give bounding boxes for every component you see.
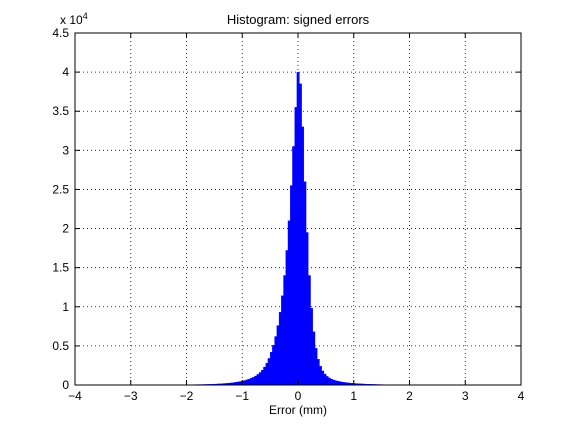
y-tick-label: 4.5	[52, 26, 69, 40]
y-tick-label: 1	[62, 300, 69, 314]
x-tick-label: 2	[406, 389, 413, 403]
x-tick-label: 0	[295, 389, 302, 403]
y-tick-label: 2	[62, 222, 69, 236]
x-tick-label: 4	[518, 389, 525, 403]
y-tick-label: 3.5	[52, 104, 69, 118]
y-tick-labels: 0 0.5 1 1.5 2 2.5 3 3.5 4 4.5	[52, 26, 69, 392]
x-axis-label: Error (mm)	[269, 403, 327, 417]
x-tick-label: −4	[68, 389, 82, 403]
x-tick-label: −2	[180, 389, 194, 403]
y-tick-label: 1.5	[52, 261, 69, 275]
x-tick-labels: −4 −3 −2 −1 0 1 2 3 4	[68, 389, 525, 403]
x-tick-label: 1	[350, 389, 357, 403]
y-tick-label: 0.5	[52, 339, 69, 353]
x-tick-label: −3	[124, 389, 138, 403]
y-axis-multiplier: x 104	[60, 11, 88, 27]
y-tick-label: 0	[62, 378, 69, 392]
x-tick-label: −1	[235, 389, 249, 403]
y-tick-label: 2.5	[52, 182, 69, 196]
y-tick-label: 4	[62, 65, 69, 79]
axis-ticks	[74, 32, 522, 386]
chart-title: Histogram: signed errors	[227, 12, 370, 27]
x-tick-label: 3	[462, 389, 469, 403]
y-tick-label: 3	[62, 143, 69, 157]
